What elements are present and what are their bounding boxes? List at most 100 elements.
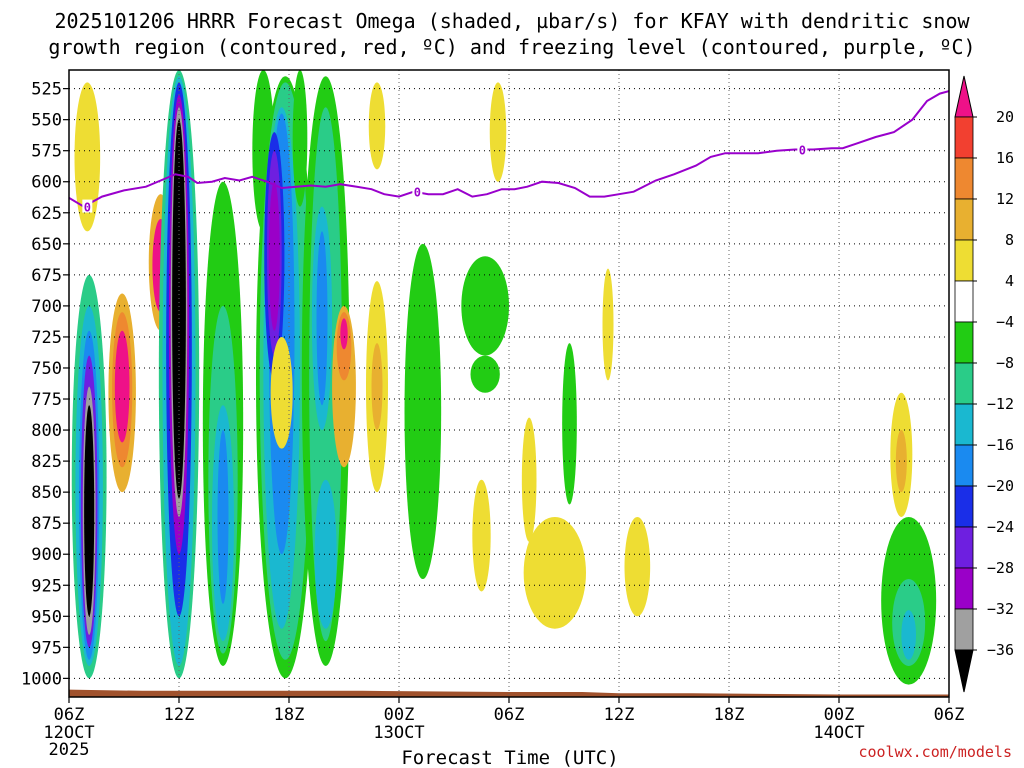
y-tick-label: 950 [31,607,62,627]
freezing-label-bg [412,184,423,198]
y-tick-label: 875 [31,514,62,534]
colorbar-segment [954,567,974,610]
colorbar: 20 16 12 8 4 −4 −8 −12 −16 −20 −24 −28 −32 −36 [954,75,1014,693]
colorbar-tick-label: −20 [987,477,1014,495]
x-tick-date: 12OCT [43,723,94,743]
colorbar-tick-label: −36 [987,641,1014,659]
colorbar-tick-label: −4 [996,313,1014,331]
chart-title-line-2: growth region (contoured, red, ºC) and f… [48,35,975,59]
omega-contour-17 [172,119,186,499]
colorbar-segment [954,157,974,200]
omega-contour-29 [268,181,280,331]
omega-contour-41 [371,343,383,431]
omega-contour-49 [521,417,537,542]
colorbar-segment [954,198,974,241]
omega-contour-46 [489,82,507,182]
credit-link[interactable]: coolwx.com/models [858,743,1012,761]
y-tick-label: 575 [31,142,62,162]
y-tick-label: 675 [31,266,62,286]
freezing-level-label: 0 [799,143,806,157]
x-tick-label: 06Z [54,705,85,725]
colorbar-tick-label: 8 [1005,231,1014,249]
y-tick-label: 650 [31,235,62,255]
y-tick-label: 625 [31,204,62,224]
y-tick-label: 525 [31,80,62,100]
y-tick-label: 775 [31,390,62,410]
colorbar-tick-label: −12 [987,395,1014,413]
omega-contour-38 [340,318,348,350]
colorbar-tick-label: −32 [987,600,1014,618]
colorbar-segment [954,444,974,487]
y-tick-label: 1000 [21,669,62,689]
y-tick-label: 850 [31,483,62,503]
omega-contour-43 [404,243,442,580]
y-tick-label: 800 [31,421,62,441]
colorbar-tick-label: −16 [987,436,1014,454]
y-tick-label: 975 [31,638,62,658]
omega-contour-0 [74,82,101,232]
x-tick-label: 18Z [274,705,305,725]
colorbar-segment [954,116,974,159]
x-tick-year: 2025 [49,740,90,760]
colorbar-tick-label: 20 [996,108,1014,126]
omega-contour-47 [562,343,577,505]
colorbar-tick-label: 16 [996,149,1014,167]
ground-surface [69,689,949,697]
omega-contour-48 [472,479,491,592]
omega-contour-21 [217,430,229,604]
freezing-label-bg [797,142,808,156]
x-tick-label: 12Z [164,705,195,725]
ground-terrain [69,689,949,697]
colorbar-extend-bottom [954,649,974,693]
y-tick-label: 750 [31,359,62,379]
omega-contour-52 [624,516,651,617]
omega-contour-54 [895,430,907,493]
freezing-level-contour: 0 0 0 [69,90,949,215]
colorbar-segment [954,526,974,569]
omega-contour-33 [316,231,328,406]
omega-contour-35 [270,336,293,449]
omega-contour-51 [602,268,614,381]
y-tick-label: 900 [31,545,62,565]
y-tick-label: 925 [31,576,62,596]
colorbar-segment [954,403,974,446]
colorbar-segment [954,321,974,364]
omega-contour-6 [84,405,95,617]
x-tick-label: 06Z [494,705,525,725]
omega-contour-44 [461,256,509,356]
x-tick-label: 00Z [824,705,855,725]
omega-shading [71,70,937,685]
x-tick-date: 13OCT [373,723,424,743]
x-tick-label: 06Z [934,705,965,725]
omega-contour-50 [523,516,586,629]
omega-contour-9 [114,330,130,443]
colorbar-tick-label: −28 [987,559,1014,577]
y-axis: 525 550 575 600 625 650 675 700 725 750 775 800 825 8… [21,80,69,689]
omega-contour-45 [470,355,500,393]
colorbar-segment [954,485,974,528]
omega-contour-57 [901,610,917,660]
colorbar-tick-label: −24 [987,518,1014,536]
y-tick-label: 550 [31,111,62,131]
y-tick-label: 825 [31,452,62,472]
y-tick-label: 600 [31,173,62,193]
x-axis-title: Forecast Time (UTC) [401,747,618,768]
x-tick-date: 14OCT [813,723,864,743]
freezing-label-bg [82,199,93,213]
colorbar-tick-label: 12 [996,190,1014,208]
colorbar-segment [954,608,974,651]
omega-contour-42 [368,82,386,170]
colorbar-segment [954,239,974,282]
x-tick-label: 00Z [384,705,415,725]
omega-contour-39 [292,70,308,207]
colorbar-segment [954,280,974,323]
chart-title-line-1: 2025101206 HRRR Forecast Omega (shaded, … [54,9,970,33]
colorbar-tick-label: −8 [996,354,1014,372]
omega-contour-34 [314,479,337,629]
colorbar-tick-label: 4 [1005,272,1014,290]
y-tick-label: 725 [31,328,62,348]
x-tick-label: 18Z [714,705,745,725]
freezing-level-label: 0 [84,201,91,215]
